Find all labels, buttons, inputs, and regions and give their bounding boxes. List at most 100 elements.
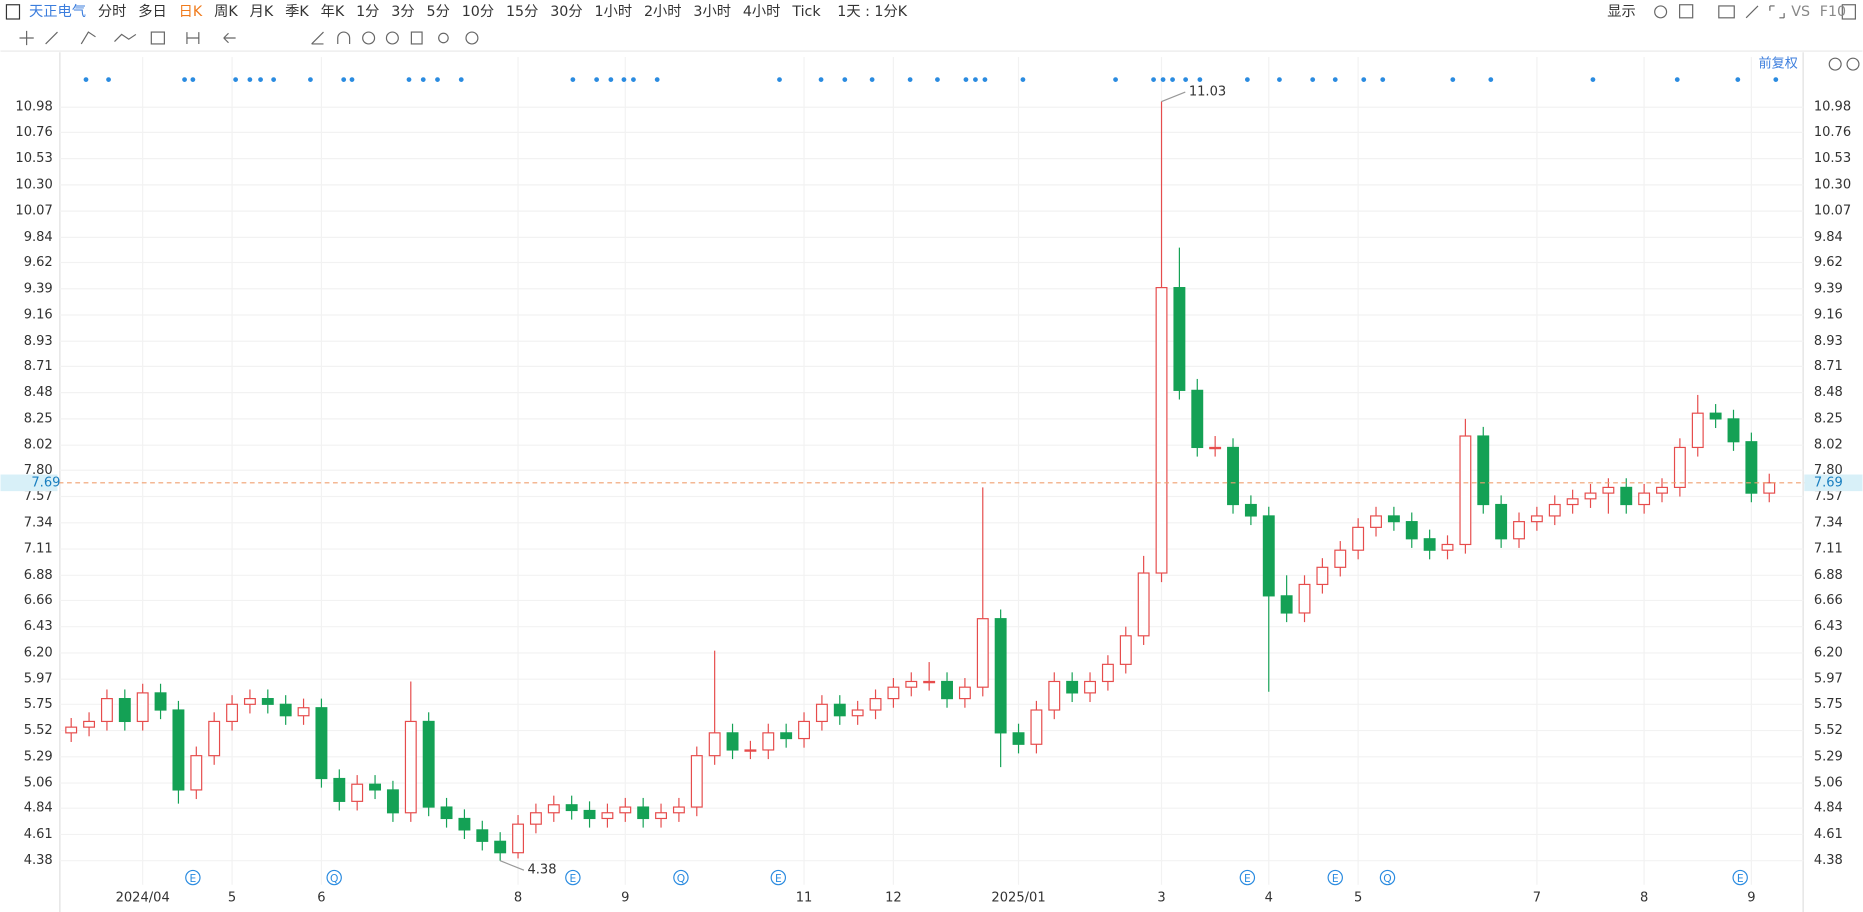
- settings-icon[interactable]: [1654, 5, 1668, 19]
- period-tab[interactable]: 2小时: [644, 3, 682, 20]
- arrow-tool[interactable]: [223, 32, 236, 44]
- period-tab[interactable]: 月K: [250, 4, 274, 20]
- info-dot[interactable]: [1183, 77, 1188, 82]
- period-tab[interactable]: 多日: [138, 3, 167, 20]
- period-tab[interactable]: 分时: [98, 3, 127, 20]
- info-dot[interactable]: [1735, 77, 1741, 82]
- fib-tool[interactable]: [150, 31, 165, 45]
- info-dot[interactable]: [1160, 77, 1166, 82]
- info-dot[interactable]: [1020, 77, 1026, 82]
- event-marker[interactable]: [1239, 869, 1256, 886]
- info-dot[interactable]: [420, 77, 426, 82]
- draw-icon[interactable]: [1745, 5, 1759, 19]
- panel-icon[interactable]: [5, 4, 21, 20]
- event-marker-label[interactable]: Q: [330, 872, 338, 885]
- period-tab[interactable]: 30分: [550, 3, 582, 20]
- info-dot[interactable]: [458, 77, 464, 82]
- period-tab[interactable]: 15分: [506, 3, 538, 20]
- event-marker-label[interactable]: E: [1332, 872, 1339, 885]
- event-marker[interactable]: [770, 869, 787, 886]
- line-tool[interactable]: [45, 31, 58, 45]
- info-dot[interactable]: [1674, 77, 1680, 82]
- info-dot[interactable]: [973, 77, 978, 82]
- period-tab[interactable]: 5分: [427, 3, 450, 20]
- info-dot[interactable]: [594, 77, 599, 82]
- event-marker-label[interactable]: E: [190, 872, 197, 885]
- right-control[interactable]: 显示: [1607, 4, 1636, 20]
- layout-icon[interactable]: [1679, 4, 1694, 19]
- info-dot[interactable]: [608, 77, 614, 82]
- info-dot[interactable]: [271, 77, 276, 82]
- info-dot[interactable]: [341, 77, 347, 82]
- info-dot[interactable]: [1361, 77, 1367, 82]
- link-tool[interactable]: [438, 32, 449, 44]
- info-dot[interactable]: [818, 77, 824, 82]
- info-dot[interactable]: [1170, 77, 1175, 82]
- lock-tool[interactable]: [362, 31, 376, 45]
- info-dot[interactable]: [182, 77, 187, 82]
- channel-tool[interactable]: [80, 31, 96, 45]
- info-dot[interactable]: [1773, 77, 1779, 82]
- period-tab[interactable]: Tick: [791, 4, 821, 20]
- info-dot[interactable]: [1277, 77, 1282, 82]
- settings-tool[interactable]: [465, 31, 479, 45]
- measure-tool[interactable]: [186, 32, 200, 44]
- fullscreen-icon[interactable]: [1769, 5, 1785, 19]
- adjust-label[interactable]: 前复权: [1759, 56, 1798, 72]
- event-marker[interactable]: [1379, 869, 1396, 886]
- period-tab[interactable]: 1小时: [595, 3, 633, 20]
- info-dot[interactable]: [1197, 77, 1203, 82]
- event-marker-label[interactable]: E: [775, 872, 782, 885]
- magnet-tool[interactable]: [337, 31, 351, 44]
- info-dot[interactable]: [406, 77, 412, 82]
- zoom-out[interactable]: [1828, 57, 1842, 71]
- interval-select[interactable]: 1天 : 1分K: [837, 3, 907, 20]
- event-marker[interactable]: [185, 869, 201, 886]
- info-dot[interactable]: [869, 77, 875, 82]
- info-dot[interactable]: [1590, 77, 1596, 82]
- info-dot[interactable]: [308, 77, 313, 82]
- period-tab[interactable]: 日K: [179, 4, 203, 20]
- info-dot[interactable]: [435, 77, 440, 82]
- event-marker[interactable]: [1327, 869, 1343, 886]
- info-dot[interactable]: [83, 77, 89, 82]
- event-marker[interactable]: [326, 869, 342, 886]
- event-marker-label[interactable]: Q: [1383, 872, 1391, 885]
- delete-tool[interactable]: [410, 31, 423, 45]
- period-tab[interactable]: 季K: [285, 3, 309, 20]
- event-marker-label[interactable]: E: [1244, 872, 1251, 885]
- right-control[interactable]: F10: [1820, 4, 1846, 20]
- event-marker[interactable]: [1732, 869, 1748, 886]
- info-dot[interactable]: [570, 77, 576, 82]
- period-tab[interactable]: 年K: [321, 3, 345, 20]
- info-dot[interactable]: [654, 77, 660, 82]
- info-dot[interactable]: [1151, 77, 1156, 82]
- info-dot[interactable]: [907, 77, 913, 82]
- angle-tool[interactable]: [311, 31, 324, 45]
- event-marker[interactable]: [673, 869, 689, 886]
- period-tab[interactable]: 3分: [391, 3, 414, 20]
- event-marker-label[interactable]: E: [1737, 872, 1744, 885]
- info-dot[interactable]: [1245, 77, 1250, 82]
- wave-tool[interactable]: [114, 33, 137, 42]
- period-tab[interactable]: 周K: [214, 4, 238, 20]
- info-dot[interactable]: [258, 77, 263, 82]
- info-dot[interactable]: [247, 77, 253, 82]
- info-dot[interactable]: [1310, 77, 1316, 82]
- info-dot[interactable]: [777, 77, 782, 82]
- info-dot[interactable]: [631, 77, 636, 82]
- period-tab[interactable]: 10分: [462, 3, 494, 20]
- info-dot[interactable]: [349, 77, 355, 82]
- info-dot[interactable]: [106, 77, 111, 82]
- info-dot[interactable]: [963, 77, 969, 82]
- info-dot[interactable]: [190, 77, 196, 82]
- info-dot[interactable]: [935, 77, 940, 82]
- period-tab[interactable]: 3小时: [693, 3, 731, 20]
- period-tab[interactable]: 4小时: [743, 3, 781, 20]
- camera-icon[interactable]: [1718, 5, 1735, 19]
- move-tool[interactable]: [19, 30, 34, 46]
- info-dot[interactable]: [1332, 77, 1338, 82]
- period-tab[interactable]: 1分: [356, 3, 379, 20]
- info-dot[interactable]: [621, 77, 627, 82]
- info-dot[interactable]: [1380, 77, 1386, 82]
